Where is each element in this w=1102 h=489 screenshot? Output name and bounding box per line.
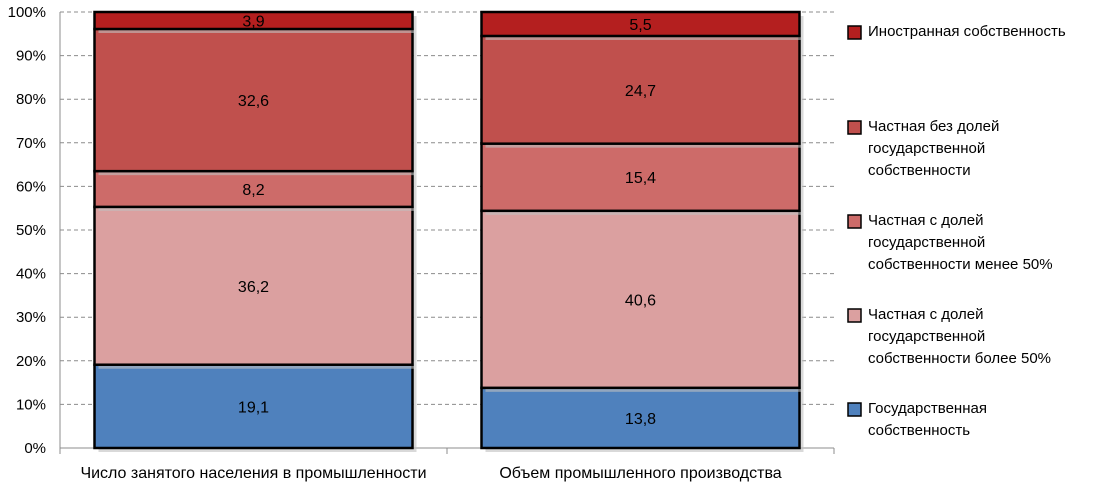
y-tick-label: 30% — [16, 309, 46, 326]
y-tick-label: 20% — [16, 353, 46, 370]
legend-label: Частная с долей — [868, 212, 984, 229]
bar-segment — [93, 205, 414, 366]
legend-label: собственности более 50% — [868, 350, 1051, 367]
legend-swatch — [847, 308, 862, 323]
bar-segment — [93, 363, 414, 450]
data-labels: 19,1 36,2 8,2 32,6 3,9 13,8 40,6 15,4 24,7 5,5 — [238, 14, 656, 428]
bar-segment — [480, 34, 801, 145]
data-label: 32,6 — [238, 93, 269, 110]
bar-segment — [93, 10, 414, 31]
x-category-label: Объем промышленного производства — [499, 465, 781, 482]
legend-label: Частная с долей — [868, 306, 984, 323]
data-label: 5,5 — [629, 17, 651, 34]
bar-segment — [480, 142, 801, 213]
bar-segment — [480, 10, 801, 38]
legend-label: государственной — [868, 234, 985, 251]
y-tick-label: 40% — [16, 266, 46, 283]
data-label: 3,9 — [242, 14, 264, 31]
bar-segment — [480, 209, 801, 390]
y-tick-label: 100% — [8, 4, 46, 21]
y-tick-label: 50% — [16, 222, 46, 239]
y-tick-label: 90% — [16, 48, 46, 65]
legend-label: государственной — [868, 140, 985, 157]
legend-swatch — [847, 402, 862, 417]
y-tick-label: 70% — [16, 135, 46, 152]
y-tick-label: 80% — [16, 91, 46, 108]
x-category-label: Число занятого населения в промышленност… — [80, 465, 426, 482]
legend: Иностранная собственность Частная без дол… — [847, 23, 1066, 439]
data-label: 40,6 — [625, 292, 656, 309]
bars — [93, 10, 804, 452]
data-label: 24,7 — [625, 83, 656, 100]
data-label: 19,1 — [238, 399, 269, 416]
legend-label: собственности — [868, 162, 971, 179]
legend-swatch — [847, 214, 862, 229]
legend-swatch — [847, 120, 862, 135]
legend-label: государственной — [868, 328, 985, 345]
bar-segment — [93, 27, 414, 173]
data-label: 15,4 — [625, 170, 656, 187]
y-tick-label: 10% — [16, 396, 46, 413]
legend-label: Государственная — [868, 400, 987, 417]
y-tick-label: 0% — [24, 440, 46, 457]
data-label: 36,2 — [238, 279, 269, 296]
data-label: 8,2 — [242, 182, 264, 199]
legend-label: собственности менее 50% — [868, 256, 1053, 273]
legend-swatch — [847, 25, 862, 40]
bar-segment — [480, 386, 801, 450]
legend-label: Иностранная собственность — [868, 23, 1066, 40]
legend-label: собственность — [868, 422, 970, 439]
y-tick-label: 60% — [16, 178, 46, 195]
legend-label: Частная без долей — [868, 118, 999, 135]
data-label: 13,8 — [625, 411, 656, 428]
